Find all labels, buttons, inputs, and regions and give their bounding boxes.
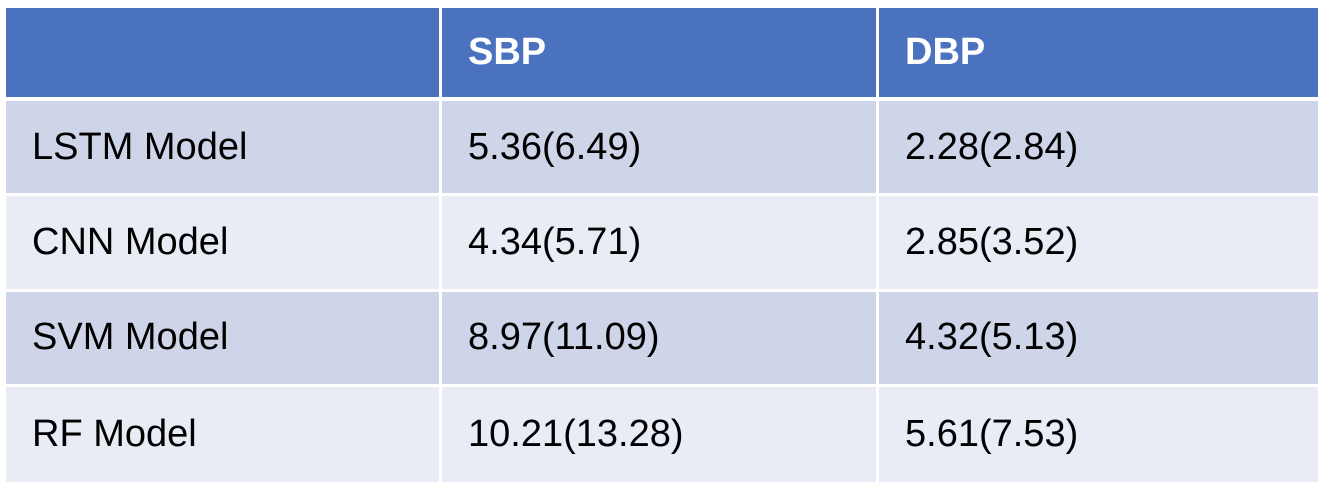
table-row: SVM Model 8.97(11.09) 4.32(5.13) xyxy=(6,291,1318,387)
model-name-cell: LSTM Model xyxy=(6,101,442,197)
model-name-cell: CNN Model xyxy=(6,196,442,292)
table-row: LSTM Model 5.36(6.49) 2.28(2.84) xyxy=(6,101,1318,197)
sbp-value-cell: 8.97(11.09) xyxy=(442,291,879,387)
table-row: RF Model 10.21(13.28) 5.61(7.53) xyxy=(6,386,1318,482)
model-name-cell: RF Model xyxy=(6,386,442,482)
dbp-value-cell: 2.85(3.52) xyxy=(879,196,1318,292)
dbp-value-cell: 4.32(5.13) xyxy=(879,291,1318,387)
sbp-value-cell: 5.36(6.49) xyxy=(442,101,879,197)
sbp-value-cell: 10.21(13.28) xyxy=(442,386,879,482)
dbp-value-cell: 2.28(2.84) xyxy=(879,101,1318,197)
model-name-cell: SVM Model xyxy=(6,291,442,387)
header-cell-sbp: SBP xyxy=(442,8,879,101)
header-row: SBP DBP xyxy=(6,8,1318,101)
header-cell-dbp: DBP xyxy=(879,8,1318,101)
table-row: CNN Model 4.34(5.71) 2.85(3.52) xyxy=(6,196,1318,292)
header-cell-empty xyxy=(6,8,442,101)
dbp-value-cell: 5.61(7.53) xyxy=(879,386,1318,482)
results-table: SBP DBP LSTM Model 5.36(6.49) 2.28(2.84)… xyxy=(6,8,1318,482)
sbp-value-cell: 4.34(5.71) xyxy=(442,196,879,292)
